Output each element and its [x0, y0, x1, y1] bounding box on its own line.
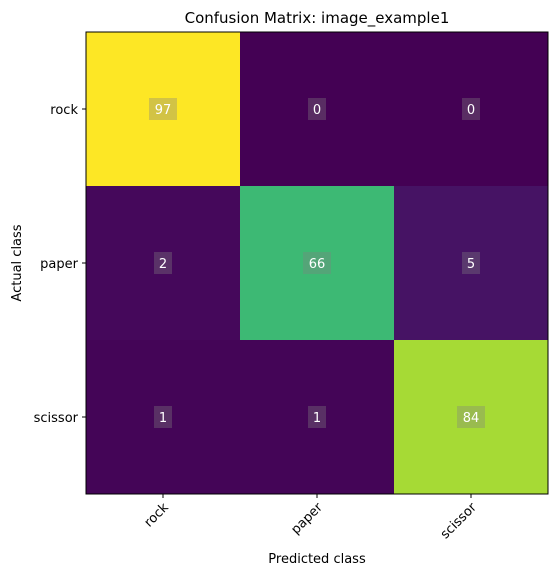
cell-value-box — [308, 406, 326, 428]
heatmap-cell — [394, 32, 549, 187]
y-tick-label: paper — [40, 257, 78, 272]
cell-value-label: 66 — [309, 257, 326, 272]
heatmap-cell — [240, 186, 395, 341]
y-tick-label: rock — [50, 103, 78, 118]
cell-value-label: 0 — [313, 103, 321, 118]
heatmap-cell — [240, 340, 395, 495]
x-tick-label: paper — [288, 500, 326, 538]
cell-value-label: 1 — [159, 411, 167, 426]
cell-value-box — [462, 98, 480, 120]
cell-value-label: 2 — [159, 257, 167, 272]
heatmap-cell — [86, 340, 241, 495]
x-axis-label: Predicted class — [268, 552, 366, 567]
cell-value-box — [462, 252, 480, 274]
cell-value-box — [308, 98, 326, 120]
y-axis-label: Actual class — [10, 224, 25, 301]
cell-value-label: 0 — [467, 103, 475, 118]
cell-value-box — [154, 252, 172, 274]
heatmap-cell — [86, 186, 241, 341]
heatmap-cell-labels: 97 0 0 2 66 5 1 1 84 — [149, 98, 485, 428]
cell-value-label: 1 — [313, 411, 321, 426]
cell-value-box — [303, 252, 331, 274]
cell-value-label: 84 — [463, 411, 480, 426]
cell-value-label: 97 — [155, 103, 172, 118]
cell-value-box — [149, 98, 177, 120]
heatmap-cells — [86, 32, 549, 495]
heatmap-cell — [394, 186, 549, 341]
y-axis-ticks: rock paper scissor — [34, 103, 86, 426]
y-tick-label: scissor — [34, 411, 79, 426]
heatmap-cell — [240, 32, 395, 187]
x-tick-label: rock — [142, 500, 173, 531]
heatmap-cell — [394, 340, 549, 495]
chart-title: Confusion Matrix: image_example1 — [185, 9, 450, 28]
x-tick-label: scissor — [438, 500, 480, 542]
cell-value-label: 5 — [467, 257, 475, 272]
heatmap-cell — [86, 32, 241, 187]
cell-value-box — [154, 406, 172, 428]
cell-value-box — [457, 406, 485, 428]
x-axis-ticks: rock paper scissor — [142, 494, 480, 542]
